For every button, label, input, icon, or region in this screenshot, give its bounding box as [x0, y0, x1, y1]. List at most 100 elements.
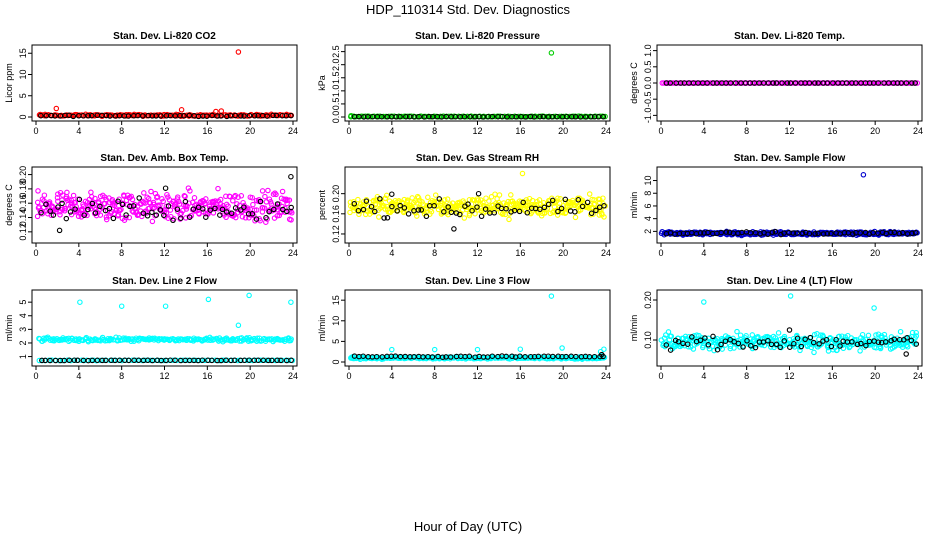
data-point: [170, 357, 176, 364]
x-tick-label: 12: [472, 371, 482, 381]
data-point: [39, 357, 45, 364]
y-tick-label: 2: [18, 340, 28, 345]
data-point: [139, 113, 146, 119]
data-point: [182, 198, 189, 205]
data-point: [103, 112, 110, 119]
x-tick-label: 16: [515, 126, 525, 136]
series-black: [351, 190, 607, 232]
data-point: [249, 194, 255, 201]
x-tick-label: 20: [558, 371, 568, 381]
data-point: [873, 332, 879, 338]
data-point: [34, 213, 41, 220]
data-point: [59, 197, 65, 203]
data-point: [834, 347, 840, 353]
data-point: [35, 188, 41, 194]
data-point: [508, 192, 514, 198]
data-point: [85, 206, 91, 213]
y-tick-label: -0.5: [643, 91, 653, 107]
data-point: [154, 193, 161, 200]
data-point: [165, 215, 171, 221]
data-point: [54, 194, 61, 201]
data-point: [116, 357, 123, 364]
data-point: [469, 207, 475, 214]
series-colored: [34, 185, 295, 225]
data-point: [149, 113, 156, 119]
y-tick-label: 4: [643, 216, 653, 221]
plot-frame: [344, 44, 611, 122]
y-axis-label: ml/min: [317, 315, 327, 342]
data-point: [787, 293, 794, 299]
panel-title: Stan. Dev. Li-820 Pressure: [415, 31, 540, 42]
data-point: [558, 205, 565, 212]
data-point: [278, 209, 285, 215]
x-tick-label: 16: [827, 248, 837, 258]
data-point: [697, 230, 704, 236]
panel-3: Stan. Dev. Li-820 Temp. 0 4 8 12 16 20 24 -1.0-0…: [629, 31, 923, 136]
data-point: [689, 334, 695, 340]
data-point: [63, 215, 70, 222]
data-point: [401, 205, 408, 211]
data-point: [77, 299, 83, 305]
data-point: [348, 112, 354, 119]
data-point: [366, 199, 373, 206]
data-point: [577, 114, 584, 120]
y-tick-label: 8: [643, 191, 653, 196]
data-point: [896, 339, 903, 345]
data-point: [172, 357, 178, 364]
panel-title: Stan. Dev. Li-820 CO2: [113, 31, 216, 42]
data-point: [144, 213, 151, 219]
series-black: [351, 113, 607, 120]
data-point: [378, 113, 385, 120]
y-tick-label: 15: [331, 295, 341, 305]
x-tick-label: 4: [701, 371, 706, 381]
data-point: [743, 333, 749, 339]
data-point: [731, 345, 737, 351]
data-point: [180, 357, 186, 364]
data-point: [913, 329, 919, 336]
data-point: [503, 353, 509, 360]
data-point: [702, 335, 708, 341]
data-point: [842, 334, 848, 340]
x-tick-label: 12: [472, 126, 482, 136]
data-point: [786, 327, 793, 333]
data-point: [807, 334, 814, 341]
data-point: [129, 357, 135, 364]
x-tick-label: 0: [346, 371, 351, 381]
data-point: [64, 189, 70, 196]
data-point: [403, 113, 409, 120]
data-point: [381, 202, 387, 209]
y-tick-label: 5: [18, 300, 28, 305]
data-point: [355, 207, 362, 214]
data-point: [286, 197, 293, 203]
data-point: [913, 341, 920, 347]
data-point: [491, 210, 498, 216]
data-point: [563, 353, 569, 360]
series-colored: [347, 170, 608, 223]
data-point: [209, 357, 215, 364]
data-point: [684, 341, 691, 347]
data-point: [478, 213, 485, 220]
data-point: [68, 211, 75, 218]
y-tick-label: 10: [331, 316, 341, 326]
data-point: [843, 80, 850, 86]
figure-x-axis-label: Hour of Day (UTC): [414, 519, 522, 534]
data-point: [749, 80, 756, 86]
y-tick-label: 0.20: [331, 185, 341, 203]
data-point: [123, 214, 129, 221]
data-point: [600, 113, 607, 120]
data-point: [794, 335, 801, 342]
y-tick-label: 0.5: [331, 98, 341, 111]
data-point: [882, 339, 889, 345]
data-point: [264, 216, 270, 222]
series-black: [663, 80, 918, 86]
data-point: [898, 80, 905, 86]
data-point: [381, 215, 387, 221]
data-point: [888, 80, 895, 86]
y-tick-label: 2.5: [331, 45, 341, 58]
data-point: [815, 80, 821, 86]
data-point: [245, 211, 252, 217]
data-point: [84, 212, 90, 219]
data-point: [394, 208, 400, 214]
data-point: [562, 196, 569, 203]
